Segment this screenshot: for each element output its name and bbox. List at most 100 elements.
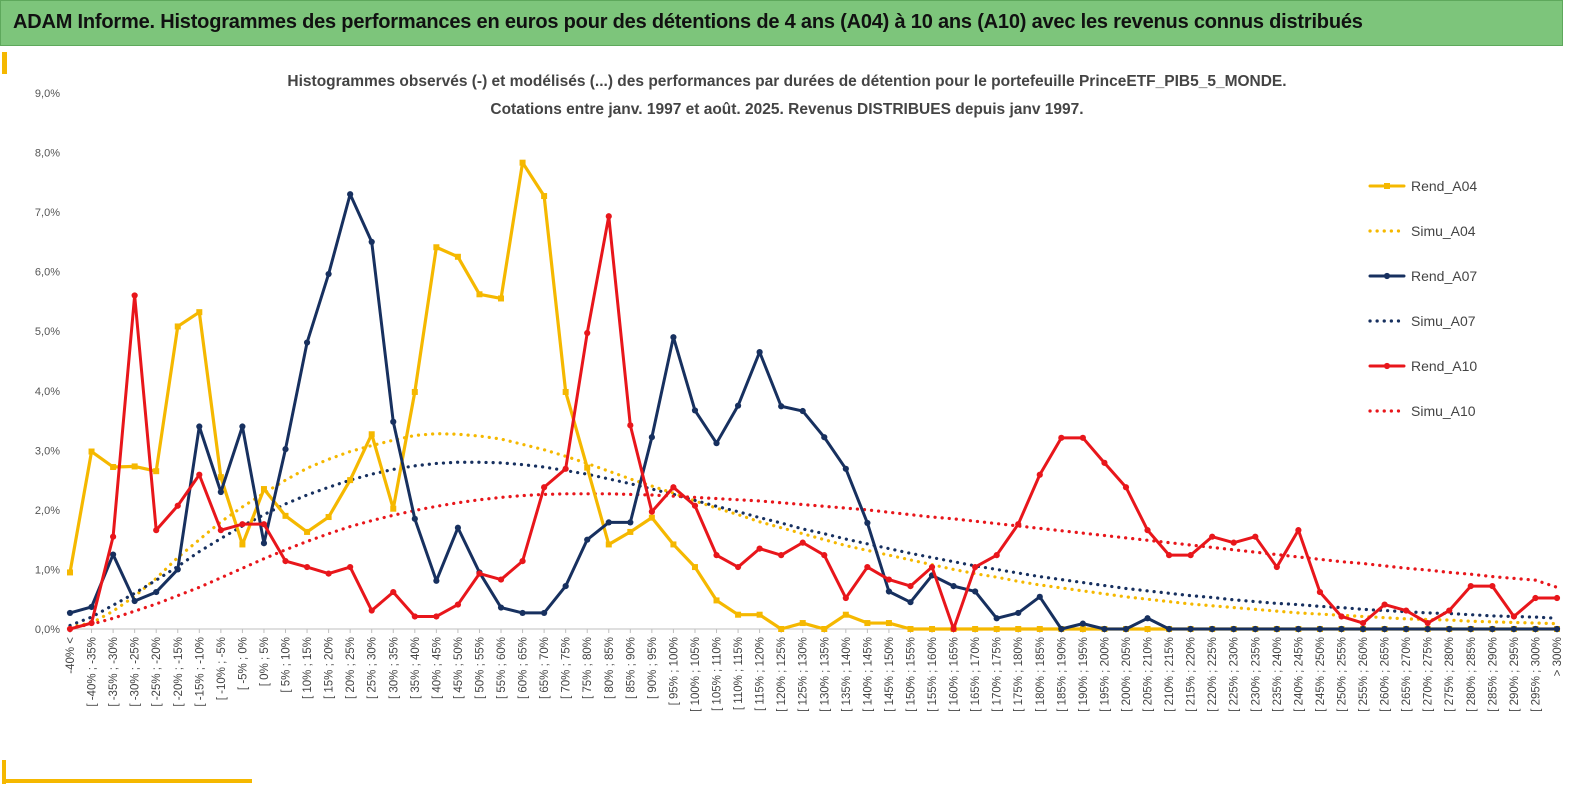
data-point-rend-a10 (1079, 434, 1086, 441)
data-point-rend-a07 (497, 604, 505, 611)
data-point-rend-a07 (584, 536, 591, 543)
data-point-rend-a04 (648, 514, 655, 521)
data-point-rend-a10 (907, 583, 914, 590)
legend-marker (1384, 183, 1390, 189)
x-tick-label: [ 25% ; 30% (367, 637, 379, 699)
data-point-rend-a04 (476, 291, 483, 298)
data-point-rend-a07 (1122, 625, 1130, 633)
accent-bar-bottom-left-vertical (2, 760, 6, 784)
plot-area: 0,0% 1,0% 2,0% 3,0% 4,0% 5,0% 6,0% 7,0% 8,0% 9,0%… (35, 88, 1564, 712)
data-point-rend-a04 (1036, 626, 1043, 632)
data-point-rend-a04 (972, 626, 979, 632)
data-point-rend-a10 (1338, 613, 1345, 620)
data-point-rend-a07 (110, 551, 117, 558)
x-tick-label: [ -40% ; -35% (87, 637, 99, 707)
legend-label: Rend_A07 (1411, 268, 1477, 284)
data-point-rend-a10 (325, 570, 332, 577)
x-tick-label: [ -5% ; 0% (237, 637, 249, 690)
data-point-rend-a07 (1165, 625, 1173, 633)
data-point-rend-a04 (584, 464, 591, 471)
data-point-rend-a04 (713, 597, 720, 604)
report-title: ADAM Informe. Histogrammes des performan… (13, 11, 1363, 33)
data-point-rend-a10 (1273, 563, 1280, 571)
data-point-rend-a07 (734, 402, 742, 409)
x-tick-label: [ 175% ; 180% (1013, 637, 1025, 712)
data-point-rend-a04 (325, 514, 332, 521)
data-point-rend-a04 (454, 253, 461, 260)
y-tick-label: 1,0% (35, 564, 60, 576)
chart-legend: Rend_A04 Simu_A04 Rend_A07 Simu_A07 Rend_A10… (1328, 158, 1508, 430)
data-point-rend-a10 (303, 563, 311, 571)
x-tick-label: [ 60% ; 65% (518, 637, 530, 699)
x-tick-label: [ -15% ; -10% (194, 637, 206, 707)
data-point-rend-a07 (390, 418, 397, 425)
data-point-rend-a04 (67, 569, 73, 576)
data-point-rend-a07 (821, 434, 828, 441)
data-point-rend-a10 (153, 527, 160, 534)
data-point-rend-a10 (627, 422, 634, 429)
data-point-rend-a04 (196, 309, 203, 316)
data-point-rend-a04 (756, 611, 763, 618)
x-tick-label: [ 115% ; 120% (755, 637, 767, 711)
x-tick-label: [ 105% ; 110% (712, 637, 724, 711)
legend-marker (1383, 362, 1391, 370)
x-tick-label: [ 65% ; 70% (539, 637, 551, 699)
y-tick-label: 7,0% (35, 207, 60, 219)
x-tick-label: [ 140% ; 145% (862, 637, 874, 712)
x-tick-label: [ 110% ; 115% (733, 637, 745, 710)
x-tick-label: [ 275% ; 280% (1444, 637, 1456, 712)
data-point-rend-a10 (691, 502, 699, 509)
data-point-rend-a04 (347, 477, 354, 484)
y-tick-label: 5,0% (35, 326, 60, 338)
y-tick-label: 0,0% (35, 624, 60, 636)
data-point-rend-a10 (605, 213, 612, 220)
data-point-rend-a07 (1467, 625, 1474, 633)
data-point-rend-a04 (282, 512, 289, 519)
x-tick-label: [ 240% ; 245% (1293, 637, 1305, 712)
legend-background (1328, 158, 1508, 430)
data-point-rend-a07 (1058, 625, 1065, 633)
data-point-rend-a10 (928, 563, 936, 571)
x-tick-label: [ 250% ; 255% (1336, 637, 1348, 712)
y-tick-label: 2,0% (35, 505, 60, 517)
data-point-rend-a04 (519, 159, 526, 166)
x-tick-label: [ 155% ; 160% (927, 637, 939, 712)
data-point-rend-a10 (196, 471, 203, 478)
x-tick-label: [ 270% ; 275% (1423, 637, 1435, 712)
chart-title-line-1: Histogrammes observés (-) et modélisés (… (287, 73, 1286, 90)
x-tick-label: [ 0% ; 5% (259, 637, 271, 686)
data-point-rend-a04 (821, 626, 828, 632)
data-point-rend-a07 (303, 339, 311, 346)
data-point-rend-a04 (864, 620, 871, 627)
data-point-rend-a07 (454, 524, 462, 531)
data-point-rend-a07 (1209, 625, 1216, 633)
data-point-rend-a10 (131, 292, 138, 299)
x-tick-label: [ 45% ; 50% (453, 637, 465, 699)
data-point-rend-a04 (627, 528, 634, 535)
data-point-rend-a10 (1252, 533, 1259, 540)
data-point-rend-a07 (1510, 625, 1517, 633)
data-point-rend-a10 (347, 563, 354, 571)
data-point-rend-a07 (627, 519, 634, 526)
data-point-rend-a10 (454, 601, 462, 608)
x-tick-label: [ 295% ; 300% (1530, 637, 1542, 712)
data-point-rend-a04 (907, 626, 914, 632)
data-point-rend-a10 (1165, 552, 1173, 559)
data-point-rend-a04 (1079, 626, 1086, 632)
data-point-rend-a07 (864, 519, 871, 527)
data-point-rend-a04 (88, 448, 95, 455)
data-point-rend-a10 (821, 552, 828, 559)
data-point-rend-a07 (153, 588, 160, 596)
data-point-rend-a04 (929, 626, 936, 632)
series-line-rend-a10 (68, 214, 1559, 631)
data-point-rend-a04 (131, 463, 138, 470)
data-point-rend-a10 (1015, 521, 1022, 528)
x-tick-label: [ 225% ; 230% (1229, 637, 1241, 712)
x-tick-label: [ 135% ; 140% (841, 637, 853, 712)
data-point-rend-a10 (1187, 552, 1194, 559)
data-point-rend-a07 (842, 465, 849, 472)
data-point-rend-a10 (1359, 619, 1367, 627)
data-point-rend-a04 (368, 431, 375, 438)
data-point-rend-a10 (368, 607, 375, 614)
data-point-rend-a04 (735, 611, 742, 618)
